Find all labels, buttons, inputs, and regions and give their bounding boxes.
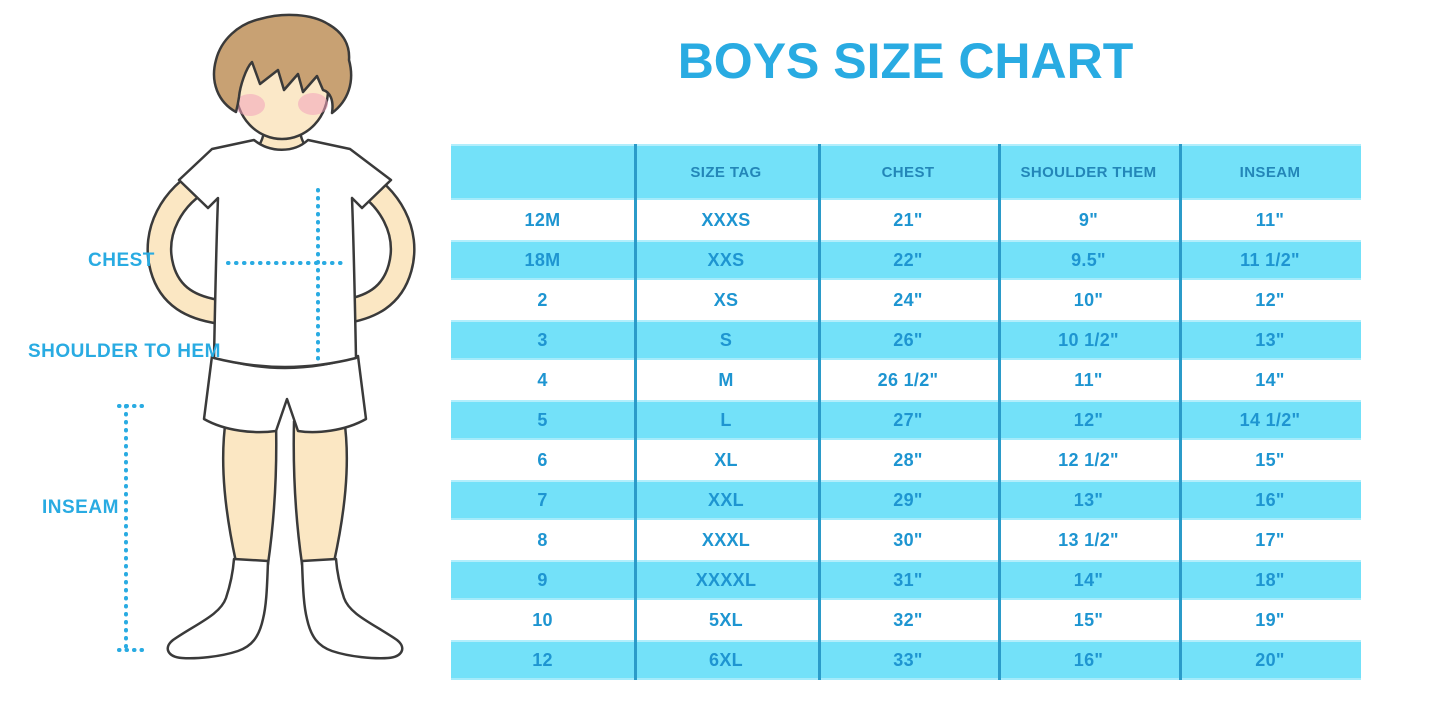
table-cell: 12M <box>524 210 561 230</box>
table-cell: 32" <box>893 610 923 630</box>
table-cell: S <box>719 330 733 350</box>
table-cell: 31" <box>893 570 923 590</box>
table-row: 9 XXXXL 31" 14" 18" <box>451 560 1361 600</box>
table-cell: 10" <box>1073 290 1104 310</box>
table-row: 3 S 26" 10 1/2" 13" <box>451 320 1361 360</box>
column-divider <box>818 144 821 680</box>
table-cell: XS <box>713 290 739 310</box>
table-cell: 16" <box>1073 650 1104 670</box>
table-cell: 13" <box>1255 330 1285 350</box>
table-cell: 27" <box>893 410 923 430</box>
table-cell: 13" <box>1073 490 1104 510</box>
table-cell: 22" <box>893 250 923 270</box>
table-cell: 5 <box>537 410 548 430</box>
column-header: SHOULDER THEM <box>1020 163 1157 181</box>
table-cell: 12 <box>532 650 553 670</box>
table-cell: 19" <box>1255 610 1285 630</box>
table-cell: 18" <box>1255 570 1285 590</box>
table-cell: 15" <box>1255 450 1285 470</box>
size-table: SIZE TAG CHEST SHOULDER THEM INSEAM 12M XXXS 2… <box>451 144 1361 680</box>
table-cell: 33" <box>893 650 923 670</box>
shoulder-to-hem-label: SHOULDER TO HEM <box>28 341 221 362</box>
table-row: 12 6XL 33" 16" 20" <box>451 640 1361 680</box>
boy-measurement-diagram: CHEST SHOULDER TO HEM INSEAM <box>0 0 450 723</box>
table-cell: 11 1/2" <box>1240 250 1300 270</box>
table-cell: 26 1/2" <box>877 370 939 390</box>
table-cell: 28" <box>893 450 923 470</box>
column-divider <box>1179 144 1182 680</box>
table-cell: 16" <box>1255 490 1285 510</box>
table-cell: 21" <box>893 210 923 230</box>
table-cell: 11" <box>1255 210 1285 230</box>
table-cell: 5XL <box>709 610 743 630</box>
table-cell: 24" <box>893 290 923 310</box>
table-cell: XXS <box>707 250 745 270</box>
boy-blush <box>235 93 328 116</box>
table-cell: 11" <box>1074 370 1103 390</box>
table-cell: 12" <box>1255 290 1285 310</box>
table-cell: M <box>718 370 734 390</box>
table-header-row: SIZE TAG CHEST SHOULDER THEM INSEAM <box>451 144 1361 200</box>
table-cell: 30" <box>893 530 923 550</box>
boy-figure-illustration <box>117 13 416 660</box>
table-cell: 9 <box>537 570 548 590</box>
column-divider <box>634 144 637 680</box>
table-cell: 26" <box>893 330 923 350</box>
table-row: 5 L 27" 12" 14 1/2" <box>451 400 1361 440</box>
table-cell: 15" <box>1073 610 1104 630</box>
table-cell: 7 <box>537 490 548 510</box>
table-cell: 10 1/2" <box>1058 330 1119 350</box>
table-row: 2 XS 24" 10" 12" <box>451 280 1361 320</box>
table-cell: XXXS <box>701 210 751 230</box>
boy-tshirt <box>177 138 393 369</box>
table-cell: 9.5" <box>1071 250 1106 270</box>
column-header: CHEST <box>881 163 935 181</box>
table-row: 12M XXXS 21" 9" 11" <box>451 200 1361 240</box>
table-cell: XXXXL <box>695 570 757 590</box>
boy-hair <box>212 13 353 115</box>
boy-legs <box>221 416 349 566</box>
column-header: SIZE TAG <box>690 163 762 181</box>
table-cell: 18M <box>524 250 561 270</box>
table-cell: 29" <box>893 490 923 510</box>
table-cell: XL <box>714 450 738 470</box>
table-cell: 2 <box>537 290 548 310</box>
column-header: INSEAM <box>1239 163 1301 181</box>
table-cell: 12 1/2" <box>1058 450 1119 470</box>
table-cell: 3 <box>537 330 548 350</box>
table-cell: XXXL <box>701 530 751 550</box>
table-cell: 9" <box>1078 210 1099 230</box>
table-cell: 6XL <box>709 650 743 670</box>
table-row: 10 5XL 32" 15" 19" <box>451 600 1361 640</box>
table-row: 6 XL 28" 12 1/2" 15" <box>451 440 1361 480</box>
table-cell: 4 <box>537 370 548 390</box>
boy-arms <box>146 165 416 325</box>
table-cell: 8 <box>537 530 548 550</box>
column-divider <box>998 144 1001 680</box>
inseam-label: INSEAM <box>42 497 119 518</box>
table-cell: L <box>720 410 732 430</box>
table-cell: 20" <box>1255 650 1285 670</box>
table-row: 4 M 26 1/2" 11" 14" <box>451 360 1361 400</box>
table-row: 18M XXS 22" 9.5" 11 1/2" <box>451 240 1361 280</box>
page-title: BOYS SIZE CHART <box>677 33 1134 89</box>
table-cell: 13 1/2" <box>1058 530 1119 550</box>
table-cell: 12" <box>1073 410 1104 430</box>
table-row: 8 XXXL 30" 13 1/2" 17" <box>451 520 1361 560</box>
table-cell: 6 <box>537 450 548 470</box>
boy-socks <box>166 557 404 660</box>
table-row: 7 XXL 29" 13" 16" <box>451 480 1361 520</box>
chest-label: CHEST <box>88 250 155 271</box>
table-cell: 17" <box>1255 530 1285 550</box>
table-cell: 10 <box>532 610 553 630</box>
table-cell: 14" <box>1255 370 1285 390</box>
table-cell: 14" <box>1073 570 1104 590</box>
table-cell: 14 1/2" <box>1239 410 1301 430</box>
table-cell: XXL <box>708 490 744 510</box>
